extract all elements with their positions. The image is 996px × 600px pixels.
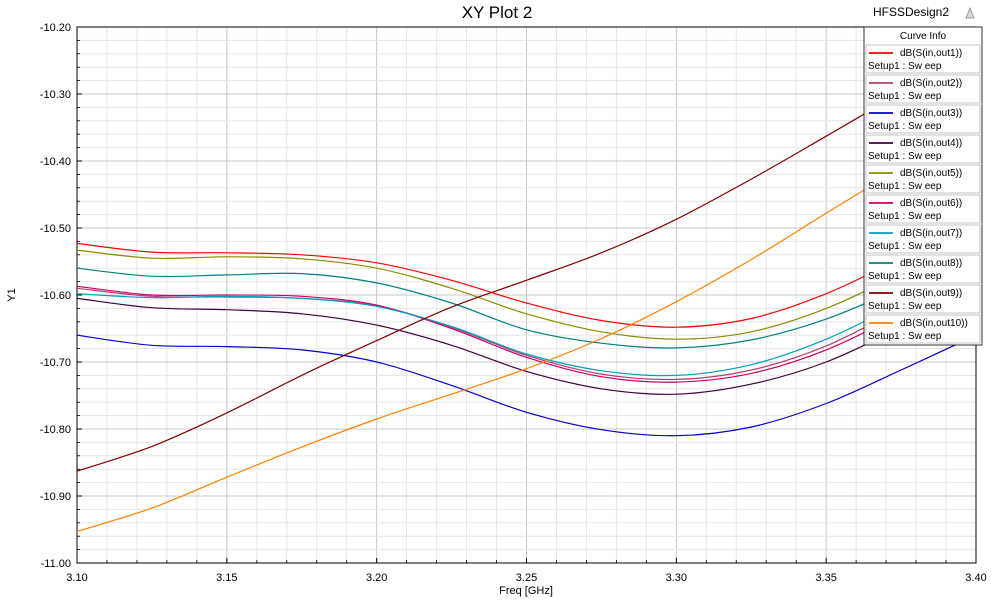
series-line-out3 xyxy=(76,334,977,437)
legend-series-name: dB(S(in,out9)) xyxy=(900,288,962,299)
legend-entry-box xyxy=(865,224,981,254)
x-tick-label: 3.25 xyxy=(516,572,537,584)
legend-series-name: dB(S(in,out3)) xyxy=(900,108,962,119)
y-tick-label: -10.30 xyxy=(40,89,71,101)
legend-entry[interactable]: dB(S(in,out3)) Setup1 : Sw eep xyxy=(865,104,981,134)
legend-entry[interactable]: dB(S(in,out7)) Setup1 : Sw eep xyxy=(865,224,981,254)
legend-series-name: dB(S(in,out5)) xyxy=(900,168,962,179)
y-tick-label: -10.60 xyxy=(40,290,71,302)
x-tick-label: 3.40 xyxy=(965,572,986,584)
y-tick-label: -10.70 xyxy=(40,357,71,369)
chart-title: XY Plot 2 xyxy=(462,3,533,22)
legend-entry[interactable]: dB(S(in,out5)) Setup1 : Sw eep xyxy=(865,164,981,194)
grid xyxy=(77,27,976,563)
legend-entry-box xyxy=(865,314,981,344)
x-tick-label: 3.10 xyxy=(66,572,87,584)
legend-entry-box xyxy=(865,194,981,224)
y-tick-label: -10.40 xyxy=(40,156,71,168)
series-line-out6 xyxy=(76,274,977,383)
legend-series-setup: Setup1 : Sw eep xyxy=(868,271,942,282)
series-line-out7 xyxy=(76,263,977,377)
legend-series-setup: Setup1 : Sw eep xyxy=(868,91,942,102)
y-tick-label: -10.90 xyxy=(40,491,71,503)
series-line-out9 xyxy=(76,50,977,472)
legend[interactable]: Curve Info dB(S(in,out1)) Setup1 : Sw eep… xyxy=(863,26,983,346)
series-line-out2 xyxy=(76,267,977,381)
y-tick-label: -10.50 xyxy=(40,223,71,235)
y-tick-label: -10.20 xyxy=(40,22,71,34)
legend-entry-box xyxy=(865,44,981,74)
legend-entry[interactable]: dB(S(in,out9)) Setup1 : Sw eep xyxy=(865,284,981,314)
x-tick-label: 3.35 xyxy=(815,572,836,584)
legend-entry[interactable]: dB(S(in,out6)) Setup1 : Sw eep xyxy=(865,194,981,224)
legend-entry-box xyxy=(865,134,981,164)
legend-series-name: dB(S(in,out7)) xyxy=(900,228,962,239)
y-axis-label: Y1 xyxy=(6,288,18,301)
legend-series-name: dB(S(in,out10)) xyxy=(900,318,968,329)
legend-series-setup: Setup1 : Sw eep xyxy=(868,331,942,342)
series-line-out10 xyxy=(76,123,977,533)
legend-series-setup: Setup1 : Sw eep xyxy=(868,121,942,132)
y-tick-label: -10.80 xyxy=(40,424,71,436)
series-line-out4 xyxy=(76,287,977,395)
design-name: HFSSDesign2 xyxy=(873,5,949,19)
legend-series-setup: Setup1 : Sw eep xyxy=(868,151,942,162)
x-tick-label: 3.30 xyxy=(666,572,687,584)
legend-entry-box xyxy=(865,74,981,104)
legend-entry-box xyxy=(865,284,981,314)
legend-title: Curve Info xyxy=(900,31,947,42)
legend-entry-box xyxy=(865,164,981,194)
legend-series-setup: Setup1 : Sw eep xyxy=(868,211,942,222)
curves xyxy=(76,50,977,533)
legend-series-setup: Setup1 : Sw eep xyxy=(868,181,942,192)
legend-series-name: dB(S(in,out6)) xyxy=(900,198,962,209)
legend-entry[interactable]: dB(S(in,out4)) Setup1 : Sw eep xyxy=(865,134,981,164)
series-line-out8 xyxy=(76,247,977,349)
legend-series-name: dB(S(in,out8)) xyxy=(900,258,962,269)
series-line-out5 xyxy=(76,234,977,340)
legend-series-setup: Setup1 : Sw eep xyxy=(868,301,942,312)
legend-entry-box xyxy=(865,254,981,284)
design-marker-icon xyxy=(965,7,975,19)
legend-entry[interactable]: dB(S(in,out8)) Setup1 : Sw eep xyxy=(865,254,981,284)
y-tick-label: -11.00 xyxy=(41,558,71,570)
legend-entry-box xyxy=(865,104,981,134)
legend-entry[interactable]: dB(S(in,out1)) Setup1 : Sw eep xyxy=(865,44,981,74)
x-axis-label: Freq [GHz] xyxy=(499,585,553,597)
legend-series-name: dB(S(in,out2)) xyxy=(900,78,962,89)
legend-series-name: dB(S(in,out4)) xyxy=(900,138,962,149)
legend-series-setup: Setup1 : Sw eep xyxy=(868,61,942,72)
series-line-out1 xyxy=(76,219,977,328)
x-tick-label: 3.20 xyxy=(366,572,387,584)
legend-series-name: dB(S(in,out1)) xyxy=(900,48,962,59)
axis-ticks: 3.10 3.15 3.20 3.25 3.30 3.35 3.40 -10.20 -10.30… xyxy=(40,22,987,584)
legend-entry[interactable]: dB(S(in,out10)) Setup1 : Sw eep xyxy=(865,314,981,344)
x-tick-label: 3.15 xyxy=(216,572,237,584)
legend-series-setup: Setup1 : Sw eep xyxy=(868,241,942,252)
legend-entry[interactable]: dB(S(in,out2)) Setup1 : Sw eep xyxy=(865,74,981,104)
